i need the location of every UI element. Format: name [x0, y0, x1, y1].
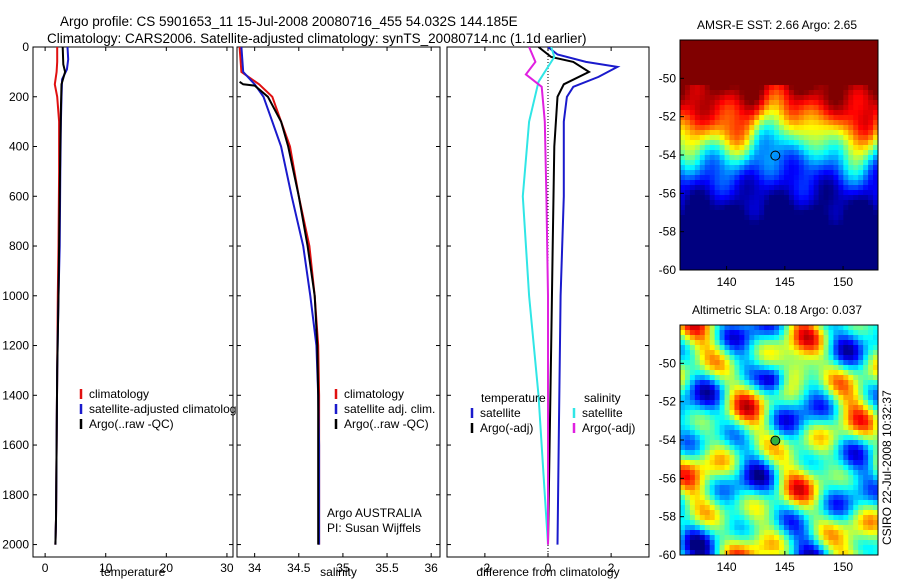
difference-xlabel: difference from climatology: [476, 565, 619, 579]
sla-argo-location-marker: [770, 435, 781, 446]
sla-map-title: Altimetric SLA: 0.18 Argo: 0.037: [692, 303, 862, 317]
salinity-xtick-label: 34.5: [287, 561, 311, 575]
difference-series-temperature-satellite: [547, 47, 621, 545]
map-ytick-label: -50: [659, 356, 677, 370]
salinity-xlabel: salinity: [320, 565, 357, 579]
temperature-xtick-label: 10: [99, 561, 113, 575]
difference-legend-label: Argo(-adj): [480, 421, 533, 435]
temperature-xtick-label: 20: [160, 561, 174, 575]
difference-legend-label: Argo(-adj): [582, 421, 635, 435]
map-xtick-label: 140: [717, 560, 737, 574]
temperature-xtick-label: 30: [220, 561, 234, 575]
figure-title-line2: Climatology: CARS2006. Satellite-adjuste…: [47, 31, 587, 46]
depth-tick-label: 400: [9, 140, 29, 154]
map-xtick-label: 150: [833, 275, 853, 289]
salinity-axes-frame: [236, 46, 441, 558]
salinity-xtick-label: 34: [248, 561, 262, 575]
difference-legend-label: satellite: [480, 406, 521, 420]
salinity-xtick-label: 35: [336, 561, 350, 575]
depth-tick-label: 200: [9, 90, 29, 104]
map-ytick-label: -54: [659, 433, 677, 447]
temperature-xtick-label: 0: [42, 561, 49, 575]
map-xtick-label: 140: [717, 275, 737, 289]
temperature-axes-frame: [32, 46, 234, 558]
difference-series-temperature-argo-adj-: [537, 47, 592, 545]
salinity-panel: 34 34.5 35 35.5 36 salinity climatologysatelli…: [236, 46, 441, 579]
map-xtick-label: 145: [775, 275, 795, 289]
sst-map-title: AMSR-E SST: 2.66 Argo: 2.65: [697, 18, 857, 32]
salinity-series-argo-raw-qc-: [239, 80, 320, 545]
csiro-timestamp: CSIRO 22-Jul-2008 10:32:37: [880, 390, 894, 545]
temperature-legend-label: satellite-adjusted climatology: [89, 402, 242, 416]
map-xtick-label: 145: [775, 560, 795, 574]
salinity-legend-label: climatology: [344, 387, 404, 401]
map-ytick-label: -50: [659, 71, 677, 85]
figure-title-line1: Argo profile: CS 5901653_11 15-Jul-2008 …: [60, 14, 518, 29]
depth-tick-label: 0: [22, 40, 29, 54]
depth-tick-label: 2000: [2, 538, 29, 552]
difference-xtick-label: 0: [545, 561, 552, 575]
depth-tick-label: 1400: [2, 388, 29, 402]
difference-series-salinity-satellite: [521, 47, 556, 545]
depth-tick-label: 1200: [2, 339, 29, 353]
map-ytick-label: -58: [659, 510, 677, 524]
difference-xtick-label: 2: [608, 561, 615, 575]
sst-argo-location-marker: [770, 150, 781, 161]
map-ytick-label: -56: [659, 471, 677, 485]
temperature-legend-label: Argo(..raw -QC): [89, 417, 174, 431]
salinity-xtick-label: 36: [424, 561, 438, 575]
map-ytick-label: -58: [659, 225, 677, 239]
diff-legend-heading-salinity: salinity: [584, 391, 621, 405]
depth-tick-label: 1000: [2, 289, 29, 303]
map-ytick-label: -60: [659, 548, 677, 562]
temperature-panel: 0 200 400 600 800 1000 1200 1400 1600 1800 2000 0 10…: [2, 40, 242, 579]
argo-agency-annotation: Argo AUSTRALIA: [327, 506, 422, 520]
salinity-legend-label: Argo(..raw -QC): [344, 417, 429, 431]
map-ytick-label: -56: [659, 186, 677, 200]
map-ytick-label: -52: [659, 110, 677, 124]
map-ytick-label: -60: [659, 263, 677, 277]
temperature-legend-label: climatology: [89, 387, 149, 401]
depth-tick-label: 800: [9, 239, 29, 253]
temperature-xlabel: temperature: [101, 565, 166, 579]
temperature-series-argo-raw-qc-: [54, 47, 67, 545]
sla-heatmap-field: [680, 325, 878, 555]
salinity-legend-label: satellite adj. clim.: [344, 402, 435, 416]
argo-pi-annotation: PI: Susan Wijffels: [327, 521, 421, 535]
difference-xtick-label: -2: [480, 561, 491, 575]
difference-series-salinity-argo-adj-: [524, 47, 549, 545]
salinity-xtick-label: 35.5: [375, 561, 399, 575]
map-xtick-label: 150: [833, 560, 853, 574]
sst-heatmap-field: [680, 40, 878, 270]
map-ytick-label: -54: [659, 148, 677, 162]
sla-map-panel: Altimetric SLA: 0.18 Argo: 0.037 140 145 15…: [659, 303, 879, 574]
depth-tick-label: 1800: [2, 488, 29, 502]
sst-map-panel: AMSR-E SST: 2.66 Argo: 2.65 140 145 150 -50 -…: [659, 18, 879, 289]
map-ytick-label: -52: [659, 395, 677, 409]
depth-tick-label: 600: [9, 189, 29, 203]
diff-legend-heading-temperature: temperature: [481, 391, 546, 405]
depth-tick-label: 1600: [2, 438, 29, 452]
difference-legend-label: satellite: [582, 406, 623, 420]
